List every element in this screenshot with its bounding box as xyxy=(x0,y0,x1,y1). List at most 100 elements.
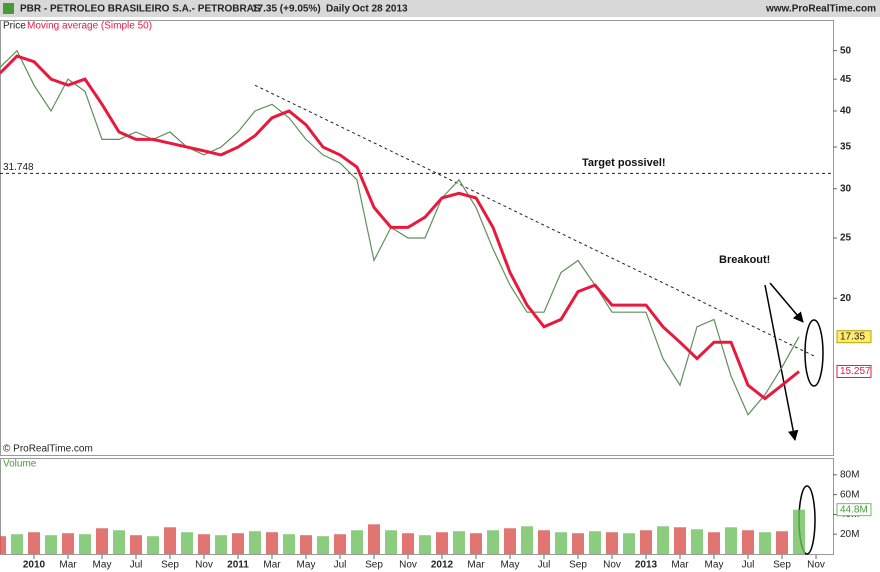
x-tick-label: May xyxy=(501,560,520,571)
x-tick-label: Sep xyxy=(569,560,587,571)
volume-bar xyxy=(538,530,550,554)
x-tick-label: Sep xyxy=(161,560,179,571)
volume-bar xyxy=(623,533,635,554)
arrow xyxy=(769,282,804,323)
x-tick-label: 2013 xyxy=(635,560,658,571)
volume-bar xyxy=(487,530,499,554)
x-tick-label: May xyxy=(705,560,724,571)
site: www.ProRealTime.com xyxy=(765,4,876,15)
x-tick-label: Jul xyxy=(130,560,143,571)
series-line xyxy=(0,49,800,416)
x-tick-label: Jul xyxy=(334,560,347,571)
header-bar xyxy=(0,0,880,17)
last-value-label: 15.257 xyxy=(840,366,871,377)
footer: © ProRealTime.com xyxy=(3,444,93,455)
volume-bar xyxy=(674,527,686,554)
volume-bar xyxy=(793,509,805,554)
volume-bar xyxy=(436,532,448,554)
annotation: Target possivel! xyxy=(582,157,666,169)
volume-bar xyxy=(368,524,380,554)
volume-bar xyxy=(147,536,159,554)
last-value-label: 44.8M xyxy=(840,504,868,515)
x-tick-label: Mar xyxy=(59,560,77,571)
y-tick-label: 45 xyxy=(840,74,852,85)
volume-bar xyxy=(351,530,363,554)
volume-bar xyxy=(96,528,108,554)
last-value-box xyxy=(836,503,872,517)
volume-bar xyxy=(470,533,482,554)
last-value-label: 17.35 xyxy=(840,331,865,342)
x-tick-label: Mar xyxy=(263,560,281,571)
volume-bar xyxy=(317,536,329,554)
y-tick-label: 50 xyxy=(840,45,852,56)
volume-bar xyxy=(232,533,244,554)
arrow xyxy=(764,284,799,442)
volume-bar xyxy=(113,530,125,554)
legend-ma: Moving average (Simple 50) xyxy=(27,21,152,32)
y-tick-label: 40 xyxy=(840,106,852,117)
volume-bar xyxy=(504,528,516,554)
x-tick-label: Nov xyxy=(195,560,213,571)
volume-bar xyxy=(589,531,601,554)
volume-bar xyxy=(130,535,142,554)
volume-bar xyxy=(776,531,788,554)
x-tick-label: May xyxy=(93,560,112,571)
hline-label: 31.748 xyxy=(3,162,34,173)
volume-bar xyxy=(198,534,210,554)
y-tick-label: 30 xyxy=(840,183,852,194)
volume-bar xyxy=(691,529,703,554)
volume-bar xyxy=(657,526,669,554)
x-tick-label: Mar xyxy=(671,560,689,571)
volume-bar xyxy=(300,535,312,554)
legend-volume: Volume xyxy=(3,459,37,470)
last-value-box xyxy=(836,330,872,344)
volume-bar xyxy=(555,532,567,554)
volume-bar xyxy=(725,527,737,554)
volume-bar xyxy=(453,531,465,554)
volume-bar xyxy=(759,532,771,554)
volume-bar xyxy=(45,535,57,554)
volume-bar xyxy=(334,534,346,554)
volume-bar xyxy=(402,533,414,554)
volume-bar xyxy=(385,530,397,554)
volume-bar xyxy=(249,531,261,554)
y-tick-label: 20 xyxy=(840,293,852,304)
x-tick-label: Jul xyxy=(538,560,551,571)
volume-bar xyxy=(521,526,533,554)
x-tick-label: Nov xyxy=(603,560,621,571)
volume-bar xyxy=(181,532,193,554)
ellipse xyxy=(804,319,824,387)
volume-bar xyxy=(79,534,91,554)
legend-price: Price xyxy=(3,21,26,32)
date: Oct 28 2013 xyxy=(352,4,408,15)
series-line xyxy=(0,54,800,401)
x-tick-label: 2011 xyxy=(227,560,249,571)
volume-bar xyxy=(742,530,754,554)
volume-bar xyxy=(640,530,652,554)
x-tick-label: May xyxy=(297,560,316,571)
volume-bar xyxy=(11,534,23,554)
volume-bar xyxy=(419,535,431,554)
x-tick-label: 2010 xyxy=(23,560,46,571)
x-tick-label: Jul xyxy=(742,560,755,571)
quote: 17.35 (+9.05%) xyxy=(252,4,321,15)
y-tick-label: 80M xyxy=(840,469,859,480)
x-tick-label: Nov xyxy=(807,560,825,571)
volume-bar xyxy=(28,532,40,554)
title: PBR - PETROLEO BRASILEIRO S.A.- PETROBRA… xyxy=(20,4,261,15)
volume-bar xyxy=(606,532,618,554)
y-tick-label: 20M xyxy=(840,529,859,540)
y-tick-label: 35 xyxy=(840,142,852,153)
icon xyxy=(3,3,14,14)
annotation: Breakout! xyxy=(719,254,770,266)
y-tick-label: 60M xyxy=(840,489,859,500)
volume-bar xyxy=(283,534,295,554)
volume-bar xyxy=(266,532,278,554)
volume-bar xyxy=(572,533,584,554)
last-value-box xyxy=(836,364,872,378)
x-tick-label: 2012 xyxy=(431,560,454,571)
volume-bar xyxy=(708,532,720,554)
trendline xyxy=(254,84,817,358)
y-tick-label: 25 xyxy=(840,233,852,244)
